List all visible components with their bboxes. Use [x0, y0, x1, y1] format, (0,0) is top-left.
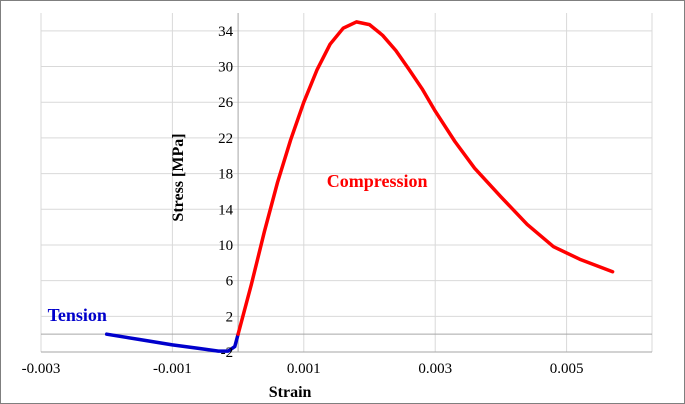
- y-tick-label: 2: [226, 309, 234, 325]
- y-tick-label: 10: [218, 238, 233, 254]
- y-axis-label: Stress [MPa]: [170, 133, 187, 221]
- x-tick-label: -0.001: [153, 361, 192, 377]
- y-tick-label: 18: [218, 167, 233, 183]
- y-tick-label: -2: [221, 345, 234, 361]
- annotation-compression: Compression: [327, 171, 428, 191]
- grid-lines: [40, 13, 653, 353]
- y-tick-label: 30: [218, 60, 233, 76]
- series-line-compression: [236, 20, 615, 336]
- annotation-tension: Tension: [48, 305, 107, 325]
- x-axis-label: Strain: [269, 384, 312, 401]
- y-tick-label: 6: [226, 274, 234, 290]
- y-tick-label: 34: [218, 24, 234, 40]
- y-tick-label: 22: [218, 131, 233, 147]
- y-tick-label: 14: [218, 202, 234, 218]
- y-tick-label: 26: [218, 95, 234, 111]
- series-line-tension: [104, 332, 240, 353]
- x-tick-label: 0.003: [418, 361, 452, 377]
- x-tick-label: 0.001: [287, 361, 321, 377]
- x-tick-label: 0.005: [550, 361, 584, 377]
- series-layer: [104, 20, 615, 353]
- axes: [41, 13, 652, 353]
- x-tick-label: -0.003: [22, 361, 61, 377]
- annotations: Tension Compression: [48, 171, 428, 325]
